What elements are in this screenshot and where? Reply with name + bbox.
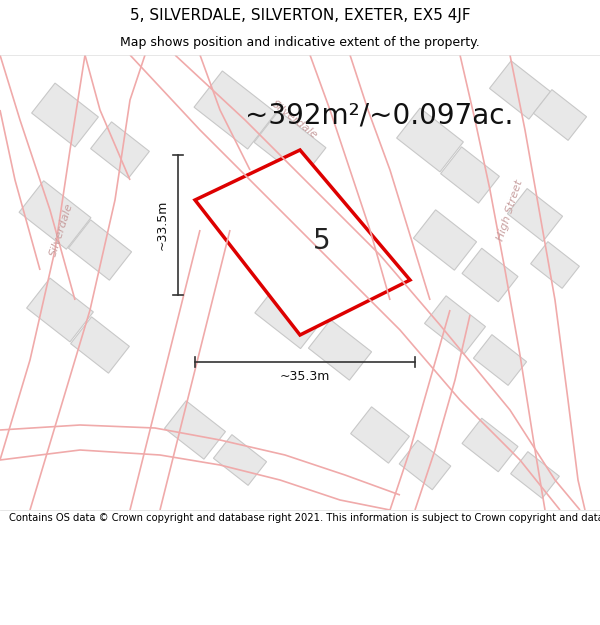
Text: Map shows position and indicative extent of the property.: Map shows position and indicative extent… <box>120 36 480 49</box>
Polygon shape <box>533 89 587 141</box>
Polygon shape <box>530 242 580 288</box>
Polygon shape <box>19 181 91 249</box>
Polygon shape <box>425 296 485 354</box>
Polygon shape <box>490 61 550 119</box>
Polygon shape <box>194 71 276 149</box>
Polygon shape <box>91 122 149 178</box>
Polygon shape <box>164 401 226 459</box>
Text: ~33.5m: ~33.5m <box>155 200 169 250</box>
Polygon shape <box>26 278 94 342</box>
Text: ~35.3m: ~35.3m <box>280 371 330 384</box>
Polygon shape <box>440 147 499 203</box>
Text: Silverdale: Silverdale <box>270 99 320 141</box>
Polygon shape <box>68 220 131 280</box>
Polygon shape <box>71 317 130 373</box>
Polygon shape <box>195 150 410 335</box>
Text: High Street: High Street <box>496 178 524 242</box>
Text: Silverdale: Silverdale <box>49 202 76 258</box>
Polygon shape <box>511 452 559 498</box>
Polygon shape <box>399 440 451 490</box>
Polygon shape <box>413 210 476 270</box>
Polygon shape <box>32 83 98 147</box>
Text: ~392m²/~0.097ac.: ~392m²/~0.097ac. <box>245 101 514 129</box>
Text: Contains OS data © Crown copyright and database right 2021. This information is : Contains OS data © Crown copyright and d… <box>9 514 600 524</box>
Polygon shape <box>397 108 463 172</box>
Polygon shape <box>281 218 349 282</box>
Polygon shape <box>254 111 326 179</box>
Polygon shape <box>462 248 518 302</box>
Polygon shape <box>350 407 409 463</box>
Polygon shape <box>508 189 563 241</box>
Polygon shape <box>229 180 302 250</box>
Polygon shape <box>214 434 266 486</box>
Text: 5: 5 <box>313 228 330 255</box>
Polygon shape <box>462 418 518 472</box>
Polygon shape <box>308 320 371 380</box>
Polygon shape <box>255 281 325 349</box>
Polygon shape <box>473 334 527 386</box>
Text: 5, SILVERDALE, SILVERTON, EXETER, EX5 4JF: 5, SILVERDALE, SILVERTON, EXETER, EX5 4J… <box>130 8 470 23</box>
